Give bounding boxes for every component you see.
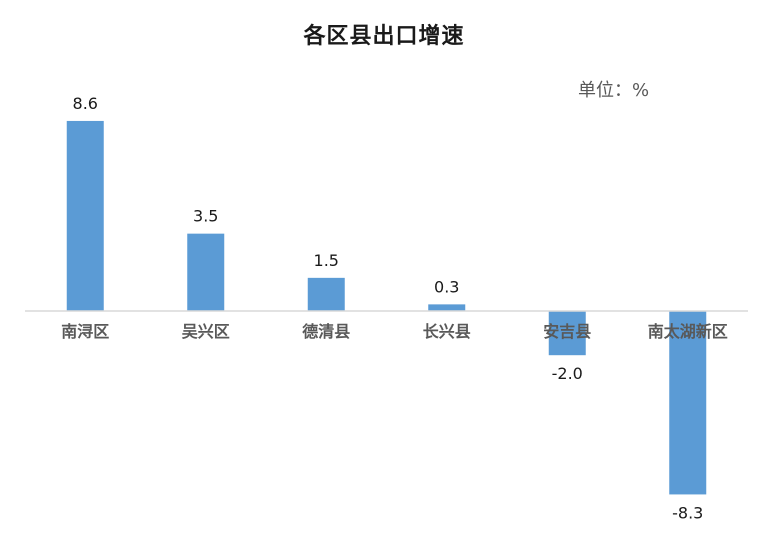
category-label-5: 南太湖新区 (648, 322, 728, 341)
category-label-1: 吴兴区 (182, 322, 230, 341)
category-label-3: 长兴县 (423, 322, 471, 341)
bar-1 (187, 233, 225, 311)
category-label-4: 安吉县 (543, 322, 591, 341)
bar-3 (428, 304, 466, 311)
value-label-5: -8.3 (672, 503, 703, 522)
value-label-3: 0.3 (434, 277, 459, 296)
category-label-0: 南浔区 (61, 322, 109, 341)
unit-label: 单位：% (578, 80, 650, 101)
value-label-1: 3.5 (193, 207, 218, 226)
value-label-2: 1.5 (314, 251, 339, 270)
labels-group: 8.6 南浔区 3.5 吴兴区 1.5 德清县 0.3 长兴县 -2.0 安吉县 -8.3 南太湖新区 (61, 94, 728, 522)
bar-4 (548, 311, 586, 356)
value-label-0: 8.6 (73, 94, 98, 113)
category-label-2: 德清县 (302, 322, 350, 341)
chart-title: 各区县出口增速 (303, 24, 465, 49)
value-label-4: -2.0 (552, 364, 583, 383)
bars-group (66, 120, 707, 495)
bar-0 (66, 120, 104, 311)
bar-5 (669, 311, 707, 495)
bar-2 (307, 277, 345, 311)
